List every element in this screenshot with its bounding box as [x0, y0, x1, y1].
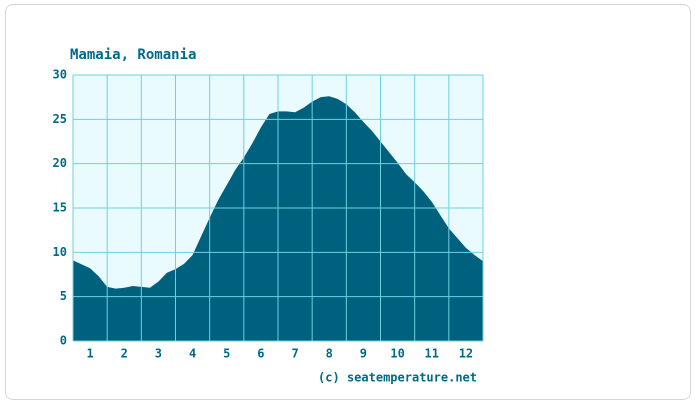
y-tick-label: 5: [60, 289, 67, 303]
card: [5, 4, 691, 400]
x-tick-label: 2: [121, 347, 128, 361]
x-tick-label: 7: [291, 347, 298, 361]
y-tick-label: 10: [53, 245, 67, 259]
y-tick-label: 25: [53, 112, 67, 126]
x-tick-label: 9: [360, 347, 367, 361]
credit: (c) seatemperature.net: [318, 371, 477, 385]
y-tick-label: 0: [60, 334, 67, 348]
y-tick-label: 30: [53, 68, 67, 82]
x-tick-label: 10: [390, 347, 404, 361]
x-tick-label: 5: [223, 347, 230, 361]
y-tick-label: 15: [53, 201, 67, 215]
x-tick-label: 12: [459, 347, 473, 361]
x-tick-label: 11: [425, 347, 439, 361]
x-tick-label: 1: [86, 347, 93, 361]
chart-title: Mamaia, Romania: [70, 47, 196, 63]
x-tick-label: 8: [326, 347, 333, 361]
y-tick-label: 20: [53, 156, 67, 170]
x-tick-label: 3: [155, 347, 162, 361]
x-tick-label: 4: [189, 347, 196, 361]
x-tick-label: 6: [257, 347, 264, 361]
